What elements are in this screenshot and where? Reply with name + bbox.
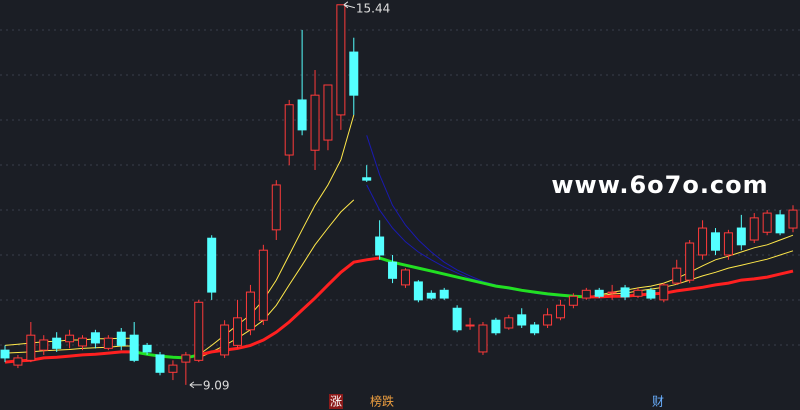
arrow: [343, 1, 356, 9]
candle-body: [698, 227, 708, 256]
candle-body: [504, 317, 514, 329]
candle-body: [439, 289, 449, 299]
candle-body: [310, 94, 320, 151]
candle-body: [90, 332, 100, 344]
candle-body: [685, 242, 695, 281]
candle-body: [13, 357, 23, 366]
candle-body: [400, 269, 410, 286]
candle-body: [26, 334, 36, 361]
candle-body: [116, 331, 126, 346]
candle-body: [543, 314, 553, 326]
candle-body: [517, 314, 527, 326]
candle-body: [207, 237, 217, 293]
candle-body: [633, 289, 643, 297]
candle-body: [65, 334, 75, 343]
candle-body: [388, 261, 398, 279]
candle-body: [233, 317, 243, 346]
candle-body: [0, 349, 10, 359]
candle-body: [568, 295, 578, 306]
candle-body: [194, 301, 204, 361]
candle-body: [491, 319, 501, 334]
candle-body: [168, 364, 178, 373]
candle-body: [465, 324, 475, 327]
candle-body: [103, 337, 113, 349]
marker-bg: [329, 394, 343, 409]
candle-body: [646, 289, 656, 299]
candle-body: [478, 324, 488, 353]
candle-body: [620, 287, 630, 298]
candle-body: [413, 281, 423, 301]
candle-body: [349, 51, 359, 96]
marker: 财: [652, 395, 664, 409]
candle-body: [607, 291, 617, 294]
candle-body: [788, 209, 798, 229]
candle-body: [181, 354, 191, 363]
candle-body: [129, 334, 139, 361]
watermark: www.6o7o.com: [551, 171, 768, 199]
candle-body: [749, 217, 759, 241]
candle-body: [78, 337, 88, 347]
candle-body: [258, 249, 268, 321]
candle-body: [155, 354, 165, 373]
candle-body: [775, 214, 785, 234]
marker: 涨: [330, 394, 342, 409]
candle-body: [220, 324, 230, 356]
candle-body: [336, 4, 346, 116]
candle-body: [452, 307, 462, 331]
candle-body: [736, 227, 746, 246]
candle-body: [284, 104, 294, 156]
candle-body: [723, 232, 733, 256]
candle-body: [375, 236, 385, 256]
candle-body: [762, 212, 772, 233]
candle-body: [245, 291, 255, 331]
candle-body: [52, 337, 62, 349]
candle-body: [426, 292, 436, 299]
candle-body: [594, 289, 604, 297]
candle-body: [710, 232, 720, 251]
candle-body: [659, 284, 669, 301]
candle-body: [581, 289, 591, 299]
candle-body: [142, 344, 152, 353]
candle-body: [555, 304, 565, 319]
candle-body: [362, 177, 372, 181]
candle-body: [297, 99, 307, 131]
candle-body: [39, 339, 49, 351]
candle-body: [530, 324, 540, 334]
high-label: 15.44: [356, 1, 390, 15]
candle-body: [271, 184, 281, 231]
marker: 榜跌: [370, 394, 394, 409]
candle-body: [672, 267, 682, 284]
candle-body: [323, 84, 333, 141]
low-label: 9.09: [203, 378, 230, 392]
arrow: [189, 381, 202, 389]
